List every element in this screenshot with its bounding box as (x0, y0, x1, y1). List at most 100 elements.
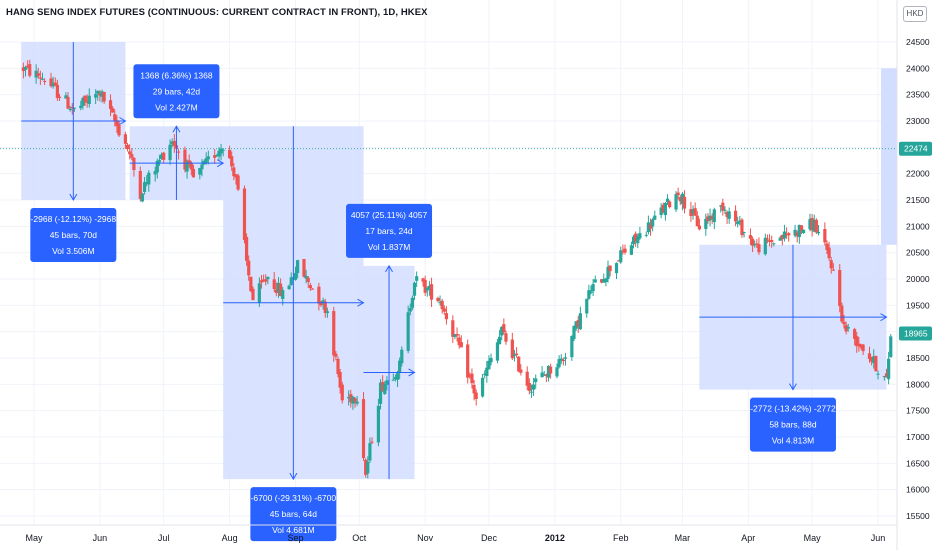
candle-body (444, 313, 449, 320)
candle-body (185, 161, 189, 172)
candle-body (629, 245, 633, 255)
y-tick-label: 22000 (906, 169, 930, 179)
candle-body (827, 247, 831, 259)
candle-body (857, 343, 861, 346)
candle-body (157, 160, 162, 163)
candle-body (489, 357, 493, 363)
x-tick-label: Dec (481, 533, 498, 543)
candle-body (867, 353, 872, 359)
currency-button[interactable]: HKD (903, 6, 927, 22)
price-mark-label: 22474 (904, 144, 928, 154)
measure-range-label-box (250, 487, 337, 542)
candle-body (23, 67, 28, 70)
candle-body (799, 225, 804, 231)
candle-body (631, 236, 636, 245)
candle-body (797, 224, 801, 238)
candle-body (748, 235, 753, 239)
candle-body (70, 107, 74, 109)
y-tick-label: 19500 (906, 300, 930, 310)
candle-body (604, 278, 608, 282)
candle-body (606, 266, 610, 279)
candle-body (323, 301, 327, 313)
candle-body (872, 356, 876, 364)
candle-body (602, 278, 606, 283)
candle-body (719, 205, 723, 207)
candle-body (234, 174, 238, 178)
candle-body (276, 282, 281, 293)
candle-body (753, 244, 757, 246)
candle-body (814, 219, 818, 233)
candle-body (349, 394, 353, 403)
candle-body (466, 344, 470, 378)
candle-body (391, 379, 395, 381)
candle-body (249, 276, 253, 292)
candle-body (825, 243, 829, 250)
candle-body (189, 163, 193, 170)
candle-body (332, 311, 336, 356)
candle-body (266, 276, 270, 280)
candle-body (108, 100, 113, 109)
candle-body (279, 283, 283, 296)
candle-body (780, 234, 784, 240)
y-tick-label: 23500 (906, 90, 930, 100)
y-tick-label: 17500 (906, 406, 930, 416)
candle-body (213, 155, 217, 158)
candle-body (678, 197, 682, 202)
candle-body (442, 308, 446, 312)
candle-body (691, 209, 695, 214)
candle-body (510, 339, 514, 359)
candle-body (140, 193, 145, 202)
candle-body (693, 208, 697, 216)
candle-body (876, 373, 880, 375)
candle-body (517, 356, 521, 372)
candle-body (338, 372, 342, 388)
candle-body (823, 228, 827, 243)
candle-body (763, 237, 767, 255)
candle-body (474, 392, 478, 399)
candle-body (43, 80, 47, 82)
candle-body (296, 260, 300, 274)
y-tick-label: 16500 (906, 458, 930, 468)
measure-range-v-arrow (289, 472, 298, 481)
candle-body (757, 244, 761, 253)
candle-body (889, 336, 893, 358)
candle-body (480, 377, 485, 397)
candle-body (155, 160, 159, 173)
candle-body (750, 238, 755, 246)
candle-body (385, 380, 389, 385)
measure-range-label-line: 45 bars, 70d (50, 230, 98, 240)
candle-body (264, 279, 268, 282)
y-tick-label: 21500 (906, 195, 930, 205)
candle-body (846, 327, 850, 329)
measure-range-label-line: -2772 (-13.42%) -2772 (750, 404, 836, 414)
measure-range-v-arrow (172, 125, 181, 133)
candle-body (370, 441, 374, 443)
candle-body (470, 373, 474, 384)
x-tick-label: Jul (158, 533, 170, 543)
candle-body (559, 358, 563, 361)
candle-body (257, 283, 261, 303)
measure-range-arrows (21, 42, 888, 481)
candle-body (244, 236, 249, 261)
candle-body (436, 297, 440, 302)
candle-body (274, 289, 278, 293)
candle-body (53, 82, 57, 86)
measure-range-label-line: 58 bars, 88d (769, 420, 817, 430)
candle-body (870, 356, 874, 362)
candle-body (617, 260, 621, 262)
candle-body (755, 243, 759, 245)
candle-body (674, 194, 678, 210)
candle-body (34, 70, 38, 78)
price-mark-label: 18965 (904, 329, 928, 339)
candle-body (519, 369, 523, 373)
candle-body (689, 209, 693, 217)
candle-body (410, 297, 415, 308)
candle-body (589, 291, 593, 293)
candle-body (600, 279, 604, 283)
candle-body (85, 100, 89, 103)
candle-body (204, 158, 208, 163)
candle-body (57, 96, 62, 99)
candle-body (159, 154, 164, 159)
candlestick-series (21, 59, 893, 479)
